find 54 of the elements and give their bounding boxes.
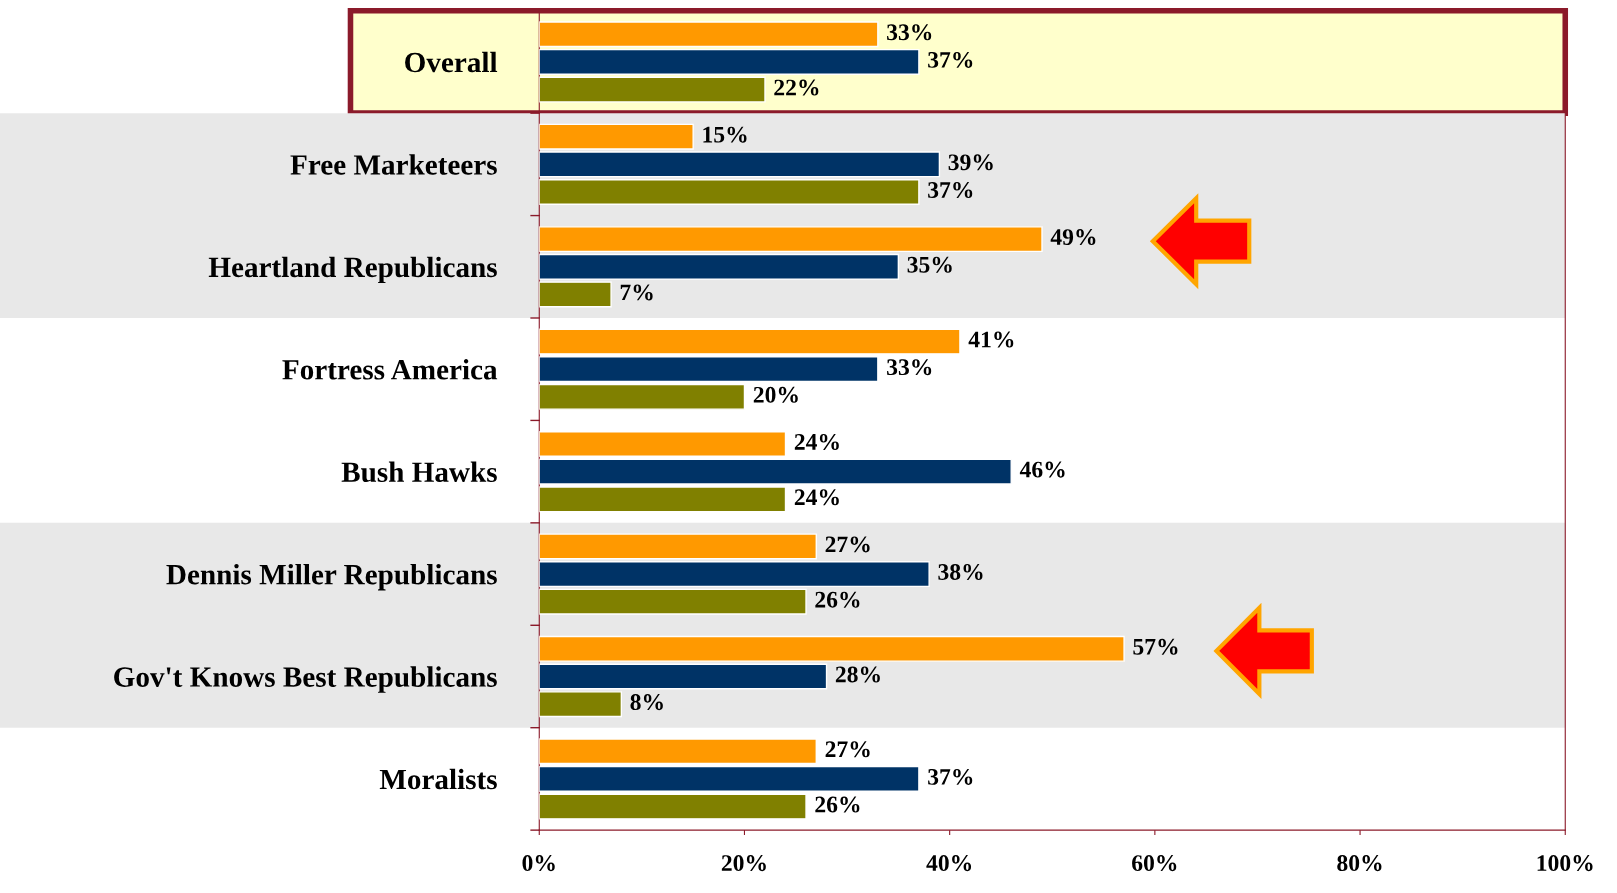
y-tick-label: Moralists [379, 768, 497, 790]
data-label: 8% [630, 694, 663, 711]
y-tick-label: Heartland Republicans [208, 256, 497, 284]
bar [539, 48, 920, 75]
y-tick-label: Free Marketeers [290, 154, 497, 175]
data-label: 37% [928, 768, 973, 785]
y-tick-label: Fortress America [282, 359, 498, 380]
data-label: 27% [825, 741, 870, 758]
data-label: 41% [968, 331, 1014, 348]
data-label: 27% [825, 536, 870, 553]
bar [539, 76, 766, 103]
data-label: 24% [794, 489, 839, 506]
data-label: 33% [887, 24, 932, 41]
data-label: 28% [835, 666, 880, 683]
data-label: 46% [1019, 461, 1065, 478]
bar [539, 793, 807, 820]
y-tick-label: Dennis Miller Republicans [166, 563, 497, 591]
data-label: 22% [774, 79, 819, 96]
bar [539, 226, 1043, 253]
data-label: 37% [928, 51, 973, 68]
y-tick-label: Bush Hawks [341, 461, 497, 483]
bar [539, 691, 623, 718]
bar [539, 533, 817, 560]
data-label: 35% [907, 256, 952, 273]
data-label: 26% [815, 796, 860, 813]
x-tick-label: 80% [1337, 855, 1382, 872]
bar [539, 21, 879, 48]
bar [539, 430, 787, 457]
x-tick-label: 20% [721, 855, 766, 872]
bar [539, 383, 746, 410]
data-label: 57% [1133, 638, 1178, 655]
bar [539, 738, 817, 765]
y-tick-label: Gov't Knows Best Republicans [114, 666, 497, 693]
bar [539, 179, 920, 205]
x-tick-label: 0% [522, 855, 555, 872]
data-label: 15% [703, 126, 747, 143]
data-label: 7% [620, 284, 653, 301]
bar [539, 663, 828, 690]
data-label: 20% [753, 386, 798, 403]
bar [539, 588, 807, 615]
x-tick-label: 60% [1132, 855, 1177, 872]
data-label: 37% [928, 181, 973, 198]
data-label: 38% [938, 564, 983, 581]
bar [539, 765, 920, 792]
data-label: 49% [1050, 229, 1096, 246]
data-label: 39% [948, 154, 993, 171]
x-tick-label: 100% [1537, 855, 1593, 872]
x-tick-label: 40% [926, 855, 972, 872]
data-label: 26% [815, 591, 860, 608]
data-label: 33% [887, 359, 932, 376]
bar [539, 635, 1125, 662]
y-tick-label: Overall [405, 51, 498, 73]
bar [539, 561, 930, 588]
data-label: 24% [794, 433, 839, 450]
